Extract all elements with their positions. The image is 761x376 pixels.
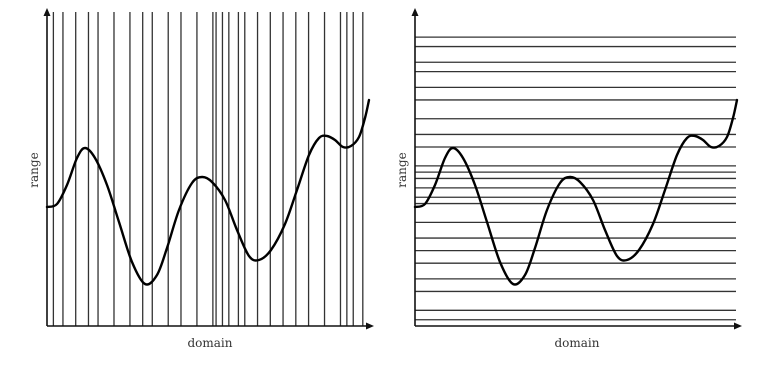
horizontal-sample-lines: [415, 36, 736, 321]
right-x-axis-label: domain: [554, 336, 599, 350]
right-x-axis-arrow: [734, 322, 742, 330]
left-x-axis-label: domain: [187, 336, 232, 350]
left-panel-domain-sampling: domain range: [27, 8, 374, 350]
function-curve-left: [45, 98, 371, 286]
left-y-axis-arrow: [43, 8, 51, 16]
function-curve-right: [413, 98, 739, 286]
right-y-axis-arrow: [411, 8, 419, 16]
right-y-axis-label: range: [395, 152, 409, 187]
vertical-sample-lines: [52, 12, 364, 326]
left-y-axis-label: range: [27, 152, 41, 187]
right-panel-range-sampling: domain range: [395, 8, 742, 350]
left-x-axis-arrow: [366, 322, 374, 330]
